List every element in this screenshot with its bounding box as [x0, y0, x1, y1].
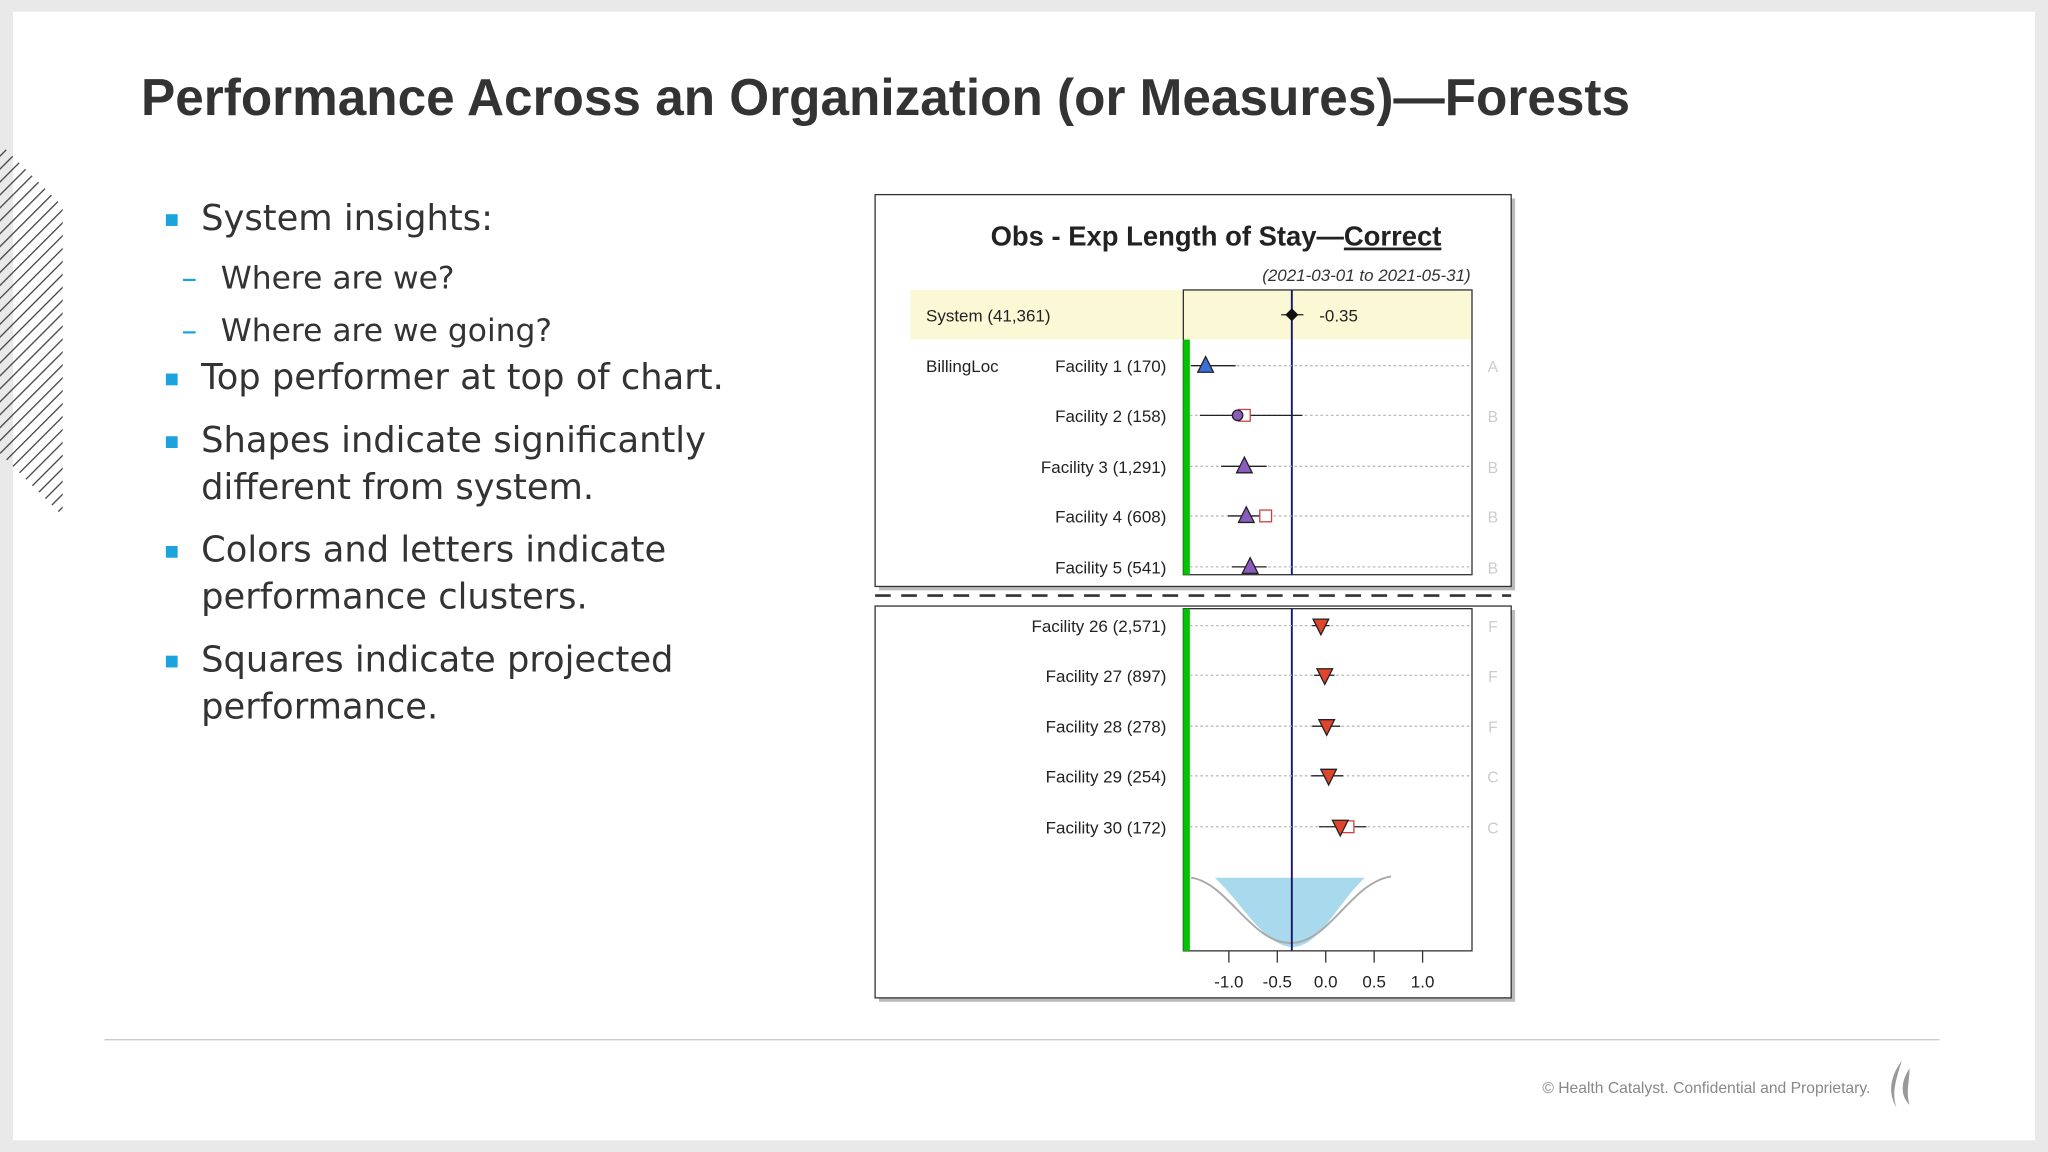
x-tick-label: -1.0: [1214, 972, 1243, 991]
group-label: BillingLoc: [926, 357, 999, 376]
cluster-letter: F: [1488, 720, 1498, 737]
row-label: Facility 26 (2,571): [1031, 617, 1166, 636]
row-label: Facility 27 (897): [1046, 667, 1167, 686]
system-band: [910, 289, 1472, 340]
bullet: Shapes indicate significantly different …: [165, 418, 750, 512]
cluster-letter: B: [1488, 560, 1498, 577]
x-tick-label: 0.0: [1314, 972, 1338, 991]
marker: [1235, 455, 1254, 474]
chart-panel-bottom: [874, 605, 1512, 999]
cluster-letter: B: [1488, 509, 1498, 526]
row-label: Facility 30 (172): [1046, 818, 1167, 837]
best-bar: [1183, 339, 1190, 575]
date-range: (2021-03-01 to 2021-05-31): [1262, 266, 1470, 285]
bullet: Top performer at top of chart.: [165, 355, 750, 402]
cluster-letter: C: [1487, 820, 1498, 837]
projected: [1259, 509, 1273, 523]
marker: [1319, 768, 1338, 787]
best-bar: [1183, 608, 1190, 951]
row-label: Facility 4 (608): [1055, 507, 1166, 526]
row-label: Facility 1 (170): [1055, 357, 1166, 376]
bullet: Colors and letters indicate performance …: [165, 528, 750, 622]
x-tick-label: -0.5: [1263, 972, 1292, 991]
forest-title-link: Correct: [1344, 221, 1441, 252]
x-tick-label: 1.0: [1411, 972, 1435, 991]
cluster-letter: A: [1488, 359, 1499, 376]
decor-stripes: [0, 143, 63, 516]
cluster-letter: C: [1487, 769, 1498, 786]
cluster-letter: B: [1488, 409, 1498, 426]
x-tick-label: 0.5: [1362, 972, 1386, 991]
chart-panel-top: [874, 193, 1512, 588]
sub-bullet: Where are we?: [166, 259, 819, 298]
row-label: Facility 2 (158): [1055, 407, 1166, 426]
footer-text: © Health Catalyst. Confidential and Prop…: [1542, 1080, 1870, 1097]
marker: [1331, 819, 1350, 838]
logo: [1891, 1060, 1910, 1108]
sub-bullet: Where are we going?: [166, 311, 819, 350]
system-marker: [1285, 308, 1299, 322]
cluster-letter: F: [1488, 669, 1498, 686]
forest-title: Obs - Exp Length of Stay—Correct: [991, 221, 1442, 252]
slide-title: Performance Across an Organization (or M…: [141, 69, 1630, 127]
cluster-letter: F: [1488, 619, 1498, 636]
marker: [1315, 668, 1334, 686]
bullet: Squares indicate projected performance.: [165, 637, 750, 731]
marker: [1196, 355, 1215, 373]
row-label: Facility 3 (1,291): [1041, 458, 1166, 477]
row-label: Facility 29 (254): [1046, 767, 1167, 786]
density-curve: [1191, 875, 1392, 944]
marker: [1317, 719, 1336, 737]
marker: [1241, 556, 1260, 575]
system-value: -0.35: [1319, 306, 1358, 325]
bullet-list: System insights: Where are we? Where are…: [165, 196, 819, 747]
system-label: System (41,361): [926, 306, 1050, 325]
row-label: Facility 5 (541): [1055, 558, 1166, 577]
forest-title-text: Obs - Exp Length of Stay—: [991, 221, 1345, 252]
marker: [1231, 409, 1244, 422]
marker: [1311, 618, 1330, 637]
bullet: System insights:: [165, 196, 750, 243]
marker: [1237, 505, 1256, 524]
row-label: Facility 28 (278): [1046, 718, 1167, 737]
density-area: [1183, 877, 1392, 947]
cluster-letter: B: [1488, 460, 1498, 477]
